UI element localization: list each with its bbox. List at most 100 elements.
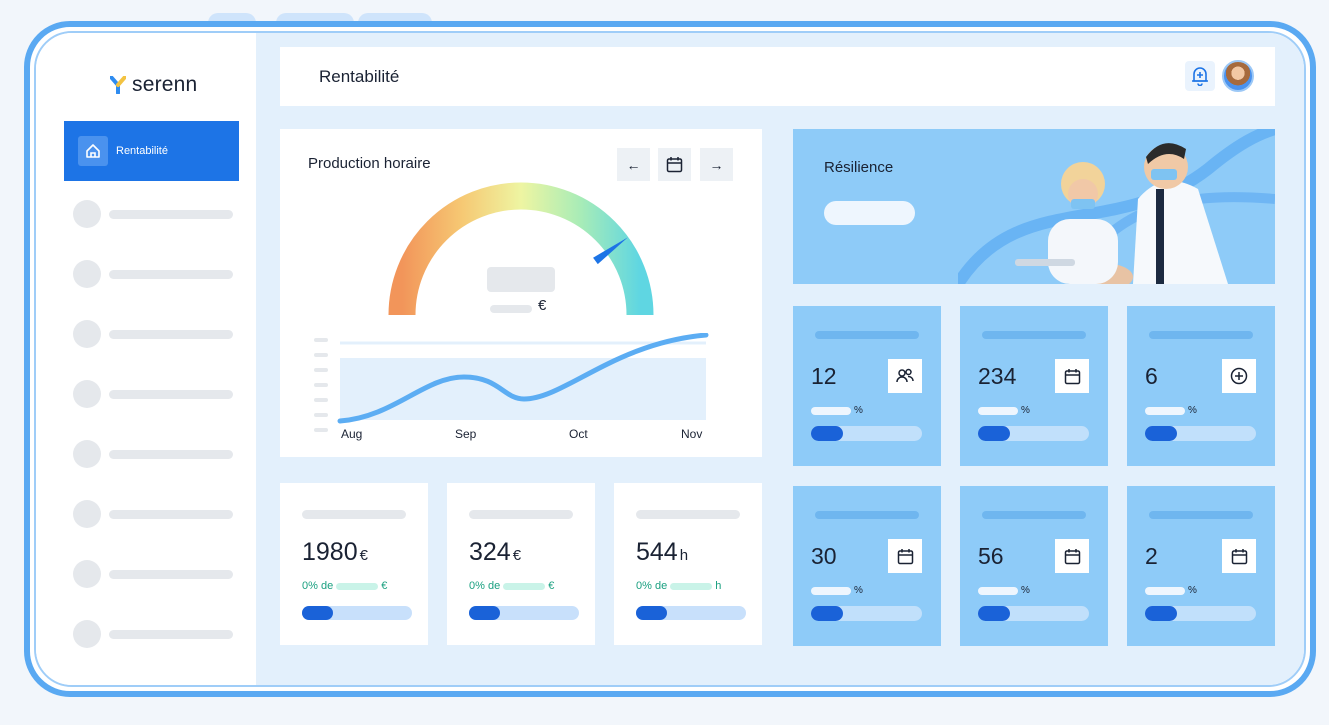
sidebar-item-placeholder[interactable] — [73, 560, 233, 588]
placeholder-icon — [73, 560, 101, 588]
stat-progress-bar — [811, 426, 922, 441]
calendar-icon — [888, 539, 922, 573]
dentists-illustration — [958, 129, 1275, 284]
bell-icon[interactable] — [1185, 61, 1215, 91]
sidebar-item-placeholder[interactable] — [73, 200, 233, 228]
kpi-card[interactable]: 1980 € 0% de € — [280, 483, 428, 645]
main-content: Rentabilité Production horaire ← → — [256, 33, 1304, 685]
placeholder-icon — [73, 380, 101, 408]
sidebar-item-label: Rentabilité — [116, 145, 168, 157]
calendar-icon — [1055, 359, 1089, 393]
kpi-value: 324 € — [469, 538, 522, 566]
kpi-card[interactable]: 544 h 0% de h — [614, 483, 762, 645]
plus-circle-icon — [1222, 359, 1256, 393]
stat-percentage: % — [811, 585, 863, 596]
device-frame: serenn Rentabilité Rentabilité Productio — [24, 21, 1316, 697]
page-title: Rentabilité — [319, 67, 400, 86]
serenn-logo-icon — [110, 76, 126, 94]
stat-progress-bar — [978, 606, 1089, 621]
sidebar-item-rentabilite[interactable]: Rentabilité — [64, 121, 239, 181]
placeholder-icon — [73, 500, 101, 528]
sidebar: serenn Rentabilité — [36, 33, 256, 685]
production-line-chart — [314, 333, 709, 432]
calendar-icon — [1055, 539, 1089, 573]
production-title: Production horaire — [308, 155, 431, 172]
stat-label-placeholder — [815, 331, 919, 339]
stat-label-placeholder — [982, 511, 1086, 519]
users-icon — [888, 359, 922, 393]
kpi-card[interactable]: 324 € 0% de € — [447, 483, 595, 645]
placeholder-label — [109, 629, 233, 639]
kpi-progress-bar — [469, 606, 579, 620]
placeholder-label — [109, 569, 233, 579]
sidebar-item-placeholder[interactable] — [73, 440, 233, 468]
kpi-label-placeholder — [469, 510, 573, 519]
stat-card[interactable]: 56 % — [960, 486, 1108, 646]
placeholder-label — [109, 209, 233, 219]
calendar-icon — [666, 157, 683, 173]
stat-card[interactable]: 30 % — [793, 486, 941, 646]
kpi-target: 0% de € — [302, 580, 388, 592]
stat-percentage: % — [978, 405, 1030, 416]
stat-label-placeholder — [1149, 331, 1253, 339]
stat-progress-bar — [811, 606, 922, 621]
resilience-title: Résilience — [824, 159, 894, 176]
placeholder-icon — [73, 320, 101, 348]
placeholder-icon — [73, 200, 101, 228]
resilience-card[interactable]: Résilience — [793, 129, 1275, 284]
placeholder-label — [109, 509, 233, 519]
stat-value: 30 — [811, 543, 837, 569]
stat-value: 56 — [978, 543, 1004, 569]
kpi-target: 0% de € — [469, 580, 555, 592]
resilience-value-placeholder — [824, 201, 915, 225]
stat-card[interactable]: 6 % — [1127, 306, 1275, 466]
stat-label-placeholder — [1149, 511, 1253, 519]
x-axis-label-sep: Sep — [455, 427, 477, 441]
gauge-value-placeholder — [487, 267, 555, 292]
previous-button[interactable]: ← — [617, 148, 650, 181]
next-button[interactable]: → — [700, 148, 733, 181]
stat-progress-bar — [1145, 426, 1256, 441]
app-logo[interactable]: serenn — [110, 73, 197, 97]
stat-percentage: % — [1145, 585, 1197, 596]
placeholder-icon — [73, 620, 101, 648]
sidebar-item-placeholder[interactable] — [73, 260, 233, 288]
production-gauge — [388, 182, 654, 316]
app-window: serenn Rentabilité Rentabilité Productio — [34, 31, 1306, 687]
stat-percentage: % — [978, 585, 1030, 596]
app-name: serenn — [132, 73, 198, 96]
gauge-currency: € — [538, 297, 547, 314]
home-icon — [78, 136, 108, 166]
sidebar-item-placeholder[interactable] — [73, 500, 233, 528]
kpi-progress-bar — [636, 606, 746, 620]
calendar-icon — [1222, 539, 1256, 573]
sidebar-item-placeholder[interactable] — [73, 620, 233, 648]
placeholder-label — [109, 389, 233, 399]
stat-progress-bar — [978, 426, 1089, 441]
gauge-needle — [593, 237, 628, 265]
kpi-value: 1980 € — [302, 538, 368, 566]
stat-progress-bar — [1145, 606, 1256, 621]
placeholder-label — [109, 329, 233, 339]
placeholder-label — [109, 269, 233, 279]
stat-value: 2 — [1145, 543, 1158, 569]
x-axis-label-aug: Aug — [341, 427, 363, 441]
sidebar-item-placeholder[interactable] — [73, 320, 233, 348]
kpi-label-placeholder — [302, 510, 406, 519]
stat-card[interactable]: 2 % — [1127, 486, 1275, 646]
stat-value: 234 — [978, 363, 1017, 389]
stat-value: 6 — [1145, 363, 1158, 389]
top-bar: Rentabilité — [280, 47, 1275, 106]
x-axis-label-nov: Nov — [681, 427, 703, 441]
calendar-button[interactable] — [658, 148, 691, 181]
stat-percentage: % — [811, 405, 863, 416]
stat-card[interactable]: 12 % — [793, 306, 941, 466]
avatar[interactable] — [1222, 60, 1254, 92]
stat-card[interactable]: 234 % — [960, 306, 1108, 466]
x-axis-label-oct: Oct — [569, 427, 588, 441]
kpi-label-placeholder — [636, 510, 740, 519]
stat-label-placeholder — [982, 331, 1086, 339]
stat-percentage: % — [1145, 405, 1197, 416]
sidebar-item-placeholder[interactable] — [73, 380, 233, 408]
stat-value: 12 — [811, 363, 837, 389]
